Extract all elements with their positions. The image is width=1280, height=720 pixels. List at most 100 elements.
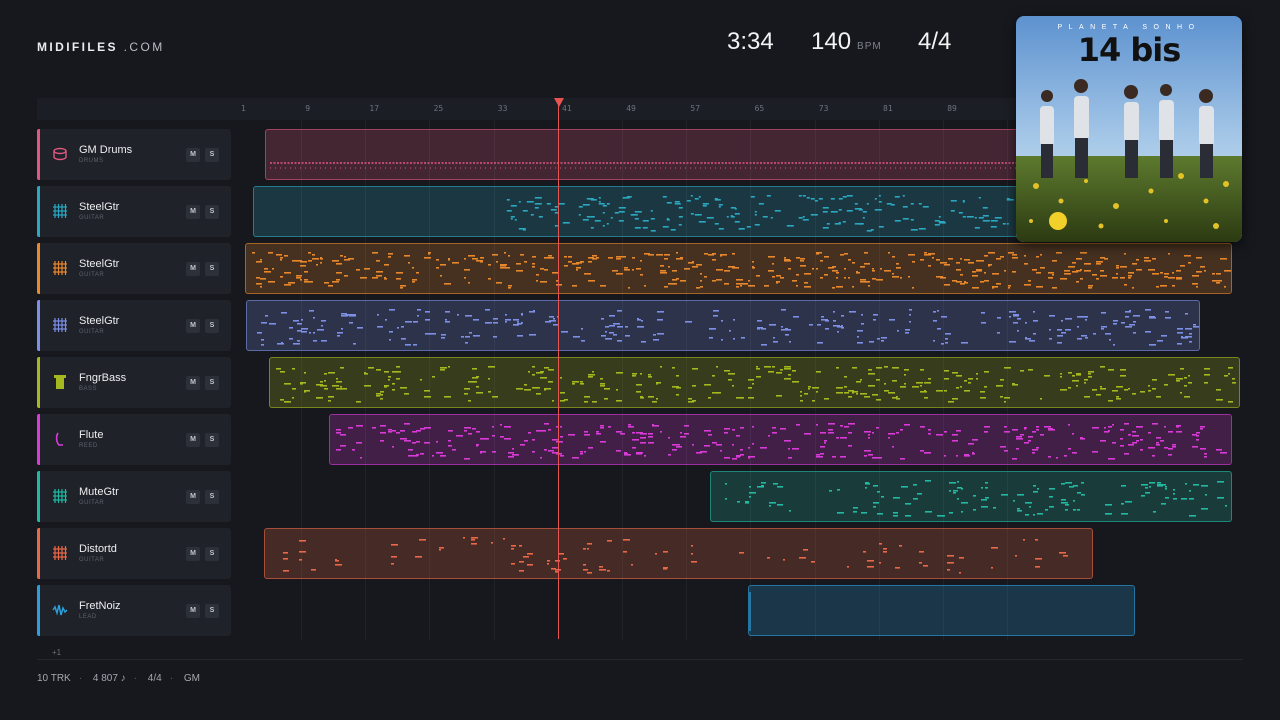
midi-format: GM: [183, 673, 200, 684]
tempo-display: 140 BPM: [811, 28, 882, 56]
midi-clip[interactable]: [710, 471, 1232, 522]
solo-button[interactable]: S: [205, 604, 219, 618]
playhead-handle[interactable]: [554, 98, 564, 107]
grid-line: [365, 120, 367, 640]
solo-button[interactable]: S: [205, 376, 219, 390]
track-category: GUITAR: [79, 500, 105, 506]
solo-button[interactable]: S: [205, 262, 219, 276]
track-name: GM Drums: [79, 144, 133, 156]
track-header[interactable]: GM Drums DRUMS M S: [37, 129, 231, 180]
track-category: GUITAR: [79, 215, 105, 221]
more-tracks-indicator[interactable]: +1: [52, 648, 62, 657]
footer-stats: 10 TRK · 4 807 ♪ · 4/4 · GM: [37, 673, 200, 684]
clip-notes: [749, 592, 751, 631]
ruler-bar-label: 33: [497, 104, 508, 113]
mute-button[interactable]: M: [186, 433, 200, 447]
playhead[interactable]: [558, 104, 559, 639]
solo-button[interactable]: S: [205, 205, 219, 219]
track-header[interactable]: Flute REED M S: [37, 414, 231, 465]
guitar-grid-icon: [52, 203, 68, 219]
note-count: 4 807 ♪: [92, 673, 126, 684]
ruler-bar-label: 9: [305, 104, 311, 113]
mute-button[interactable]: M: [186, 148, 200, 162]
logo-bold: MIDIFILES: [37, 40, 118, 54]
clip-notes: [276, 366, 1236, 403]
ruler-bar-label: 41: [562, 104, 572, 113]
solo-button[interactable]: S: [205, 148, 219, 162]
mute-button[interactable]: M: [186, 490, 200, 504]
midi-clip[interactable]: [269, 357, 1240, 408]
track-color-stripe: [37, 585, 40, 636]
track-color-stripe: [37, 528, 40, 579]
track-category: BASS: [79, 386, 98, 392]
drum-icon: [52, 146, 68, 162]
timeline-ruler[interactable]: 1 9 17 25 33 41 49 57 65 73 81 89: [37, 98, 1243, 120]
midi-clip[interactable]: [264, 528, 1093, 579]
midi-clip[interactable]: [245, 243, 1232, 294]
time-signature-display: 4/4: [918, 28, 952, 55]
track-category: REED: [79, 443, 98, 449]
track-name: Flute: [79, 429, 104, 441]
solo-button[interactable]: S: [205, 547, 219, 561]
track-name: FngrBass: [79, 372, 127, 384]
track-color-stripe: [37, 471, 40, 522]
ruler-bar-label: 25: [433, 104, 444, 113]
clip-notes: [283, 537, 1068, 574]
album-cover: PLANETA SONHO 14 bis: [1016, 16, 1242, 242]
track-header[interactable]: FngrBass BASS M S: [37, 357, 231, 408]
track-count: 10 TRK: [37, 673, 71, 684]
song-duration: 3:34: [727, 28, 774, 55]
track-header[interactable]: SteelGtr GUITAR M S: [37, 243, 231, 294]
mute-button[interactable]: M: [186, 262, 200, 276]
mute-button[interactable]: M: [186, 547, 200, 561]
mute-button[interactable]: M: [186, 376, 200, 390]
track-header[interactable]: MuteGtr GUITAR M S: [37, 471, 231, 522]
midi-clip[interactable]: [329, 414, 1232, 465]
track-category: GUITAR: [79, 329, 105, 335]
track-category: LEAD: [79, 614, 97, 620]
mute-button[interactable]: M: [186, 205, 200, 219]
track-name: Distortd: [79, 543, 117, 555]
guitar-grid-icon: [52, 545, 68, 561]
guitar-grid-icon: [52, 260, 68, 276]
grid-line: [622, 120, 623, 640]
midi-clip[interactable]: [748, 585, 1135, 636]
footer-time-signature: 4/4: [147, 673, 162, 684]
solo-button[interactable]: S: [205, 319, 219, 333]
grid-line: [493, 120, 495, 640]
track-color-stripe: [37, 243, 40, 294]
bpm-value: 140: [811, 28, 852, 55]
solo-button[interactable]: S: [205, 433, 219, 447]
grid-line: [814, 120, 816, 640]
track-color-stripe: [37, 300, 40, 351]
track-category: DRUMS: [79, 158, 104, 164]
track-header[interactable]: Distortd GUITAR M S: [37, 528, 231, 579]
track-category: GUITAR: [79, 272, 105, 278]
ruler-bar-label: 89: [947, 104, 957, 113]
track-name: MuteGtr: [79, 486, 119, 498]
clip-notes: [336, 423, 1227, 460]
track-name: SteelGtr: [79, 201, 120, 213]
mute-button[interactable]: M: [186, 319, 200, 333]
mute-button[interactable]: M: [186, 604, 200, 618]
track-color-stripe: [37, 129, 40, 180]
bass-icon: [52, 374, 68, 390]
logo-light: .COM: [123, 40, 165, 54]
grid-line: [943, 120, 944, 640]
track-header[interactable]: SteelGtr GUITAR M S: [37, 186, 231, 237]
clip-notes: [252, 252, 1231, 289]
track-name: SteelGtr: [79, 258, 120, 270]
guitar-grid-icon: [52, 488, 68, 504]
track-name: SteelGtr: [79, 315, 120, 327]
ruler-bar-label: 1: [241, 104, 246, 113]
track-color-stripe: [37, 357, 40, 408]
solo-button[interactable]: S: [205, 490, 219, 504]
wave-icon: [52, 602, 68, 618]
flute-icon: [52, 431, 68, 447]
track-header[interactable]: FretNoiz LEAD M S: [37, 585, 231, 636]
track-category: GUITAR: [79, 557, 105, 563]
guitar-grid-icon: [52, 317, 68, 333]
site-logo[interactable]: MIDIFILES .COM: [37, 40, 165, 54]
midi-clip[interactable]: [246, 300, 1200, 351]
track-header[interactable]: SteelGtr GUITAR M S: [37, 300, 231, 351]
